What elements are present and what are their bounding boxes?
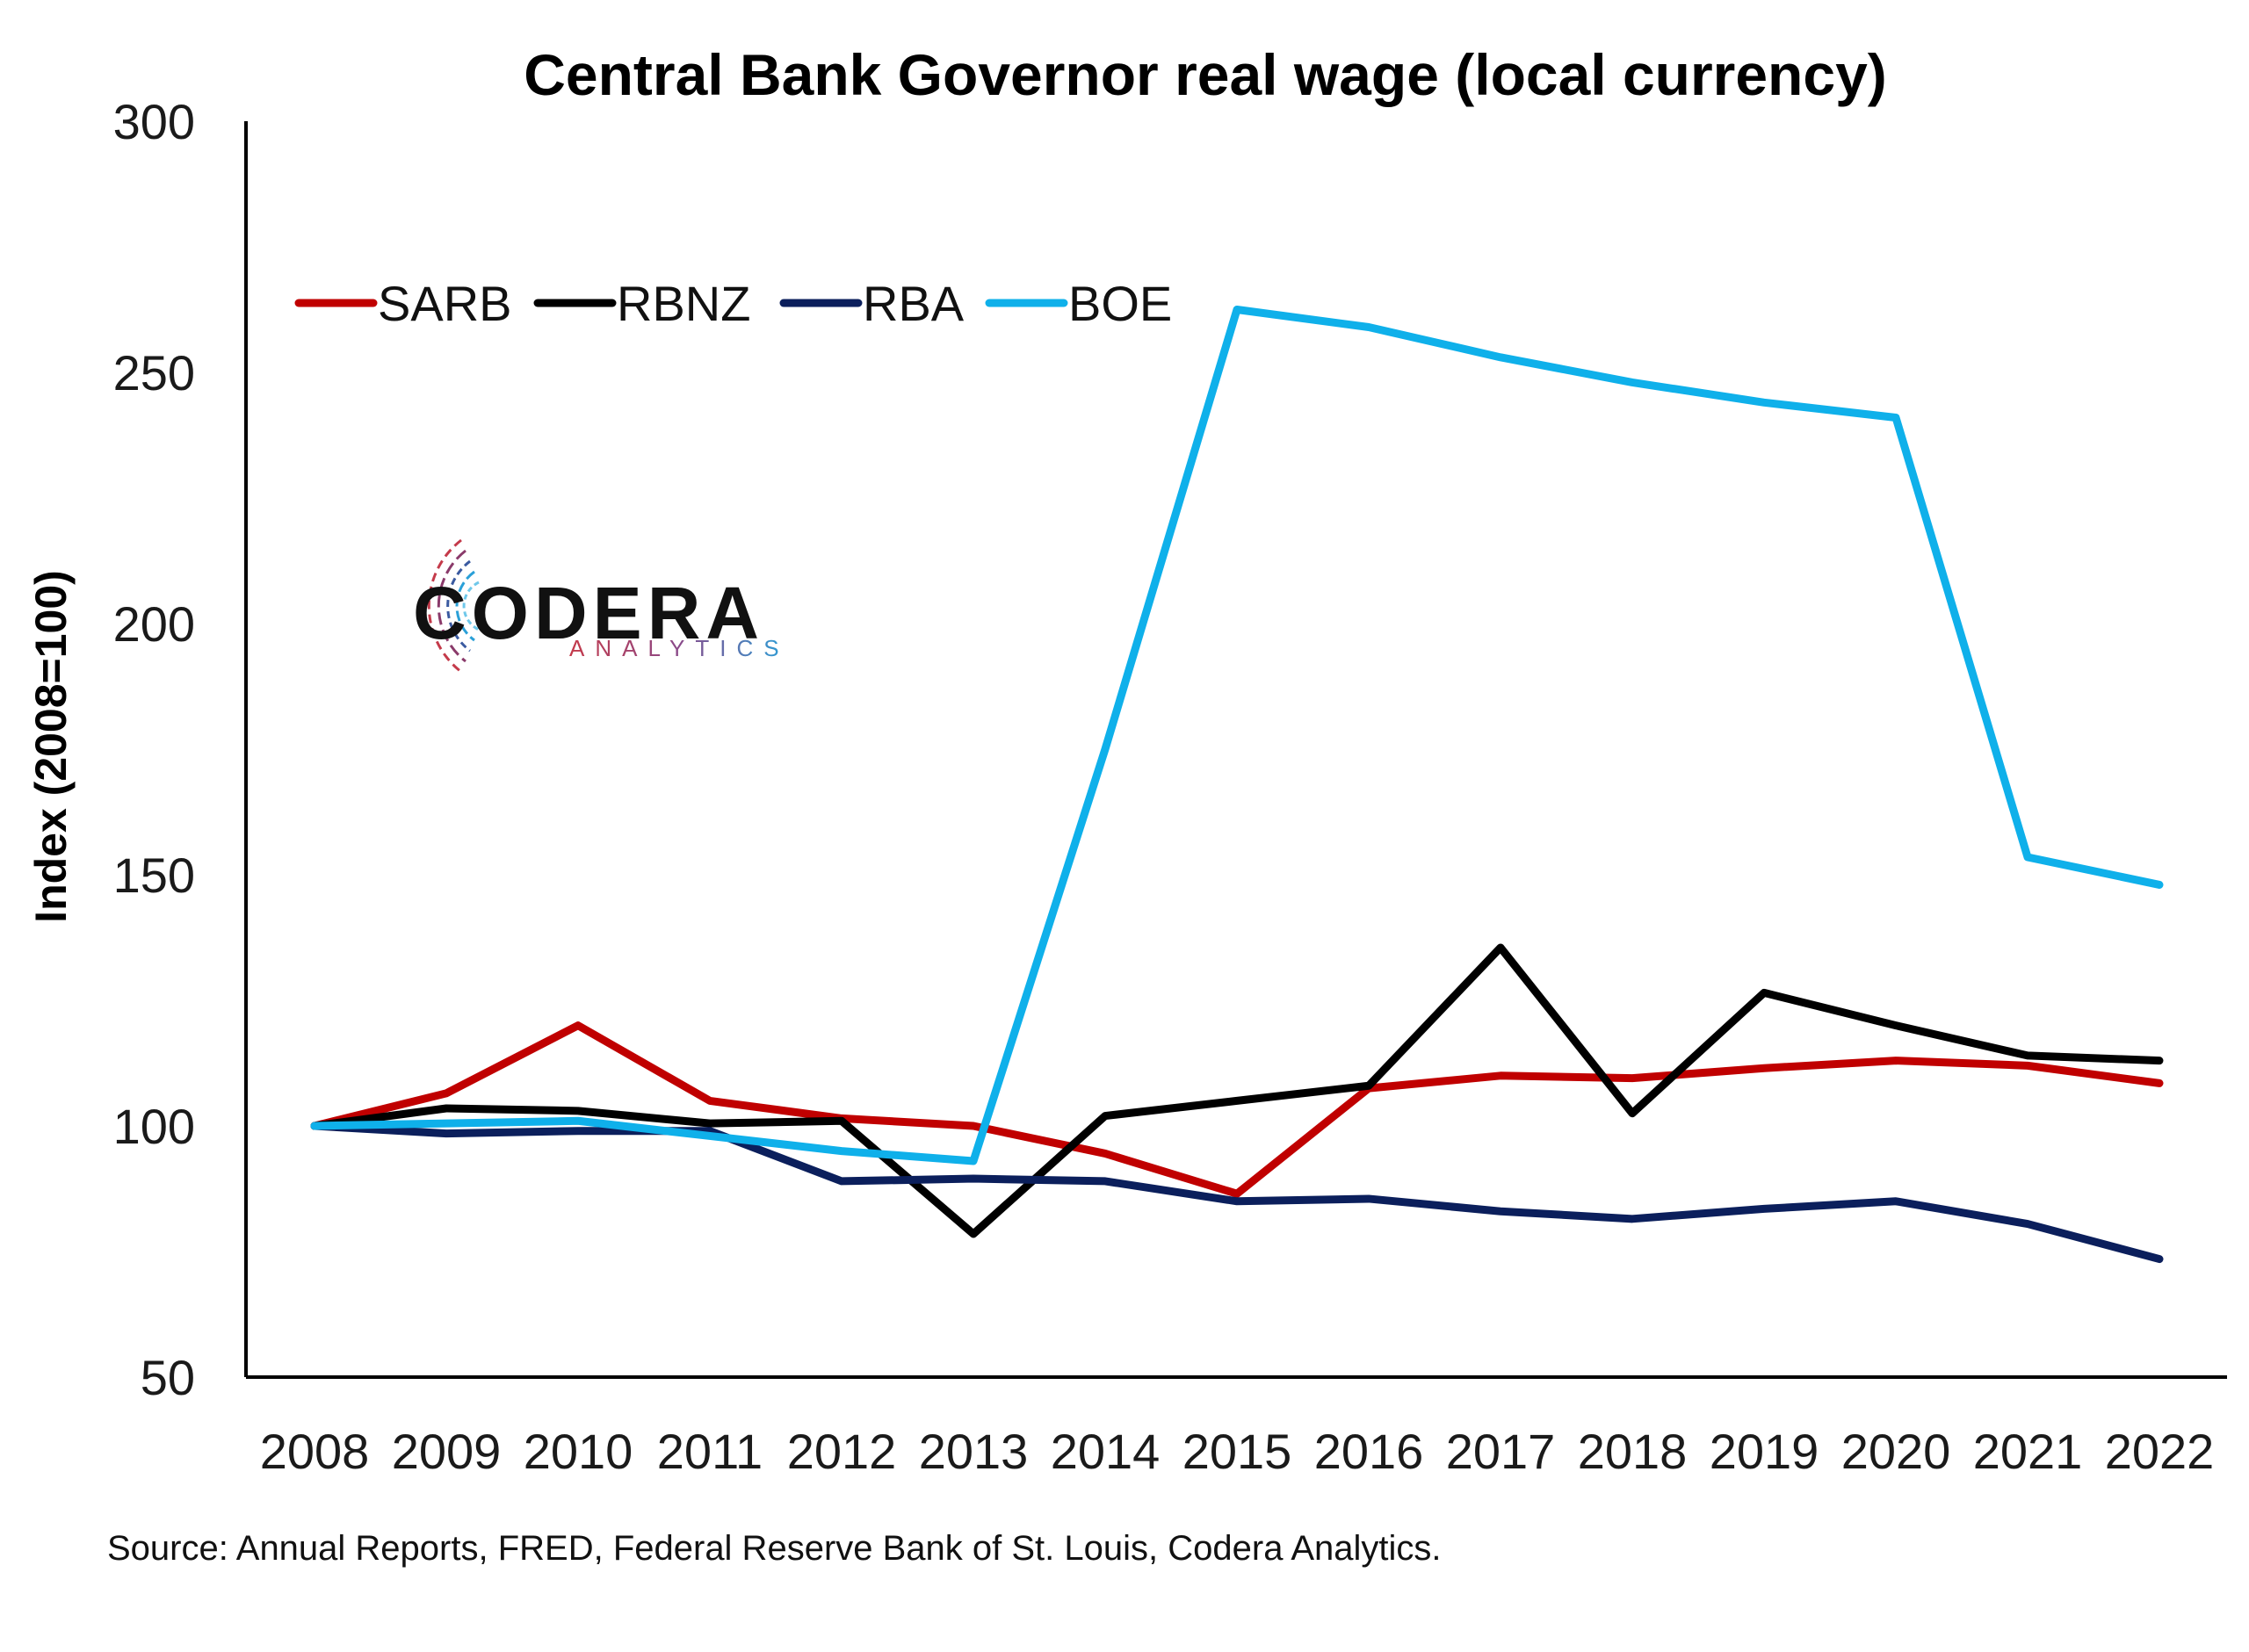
legend-label-boe: BOE [1068, 276, 1172, 331]
y-tick-label: 200 [113, 596, 195, 652]
x-tick-label: 2008 [260, 1424, 370, 1479]
legend-label-rbnz: RBNZ [617, 276, 750, 331]
chart-title: Central Bank Governor real wage (local c… [524, 42, 1887, 107]
logo-sub-text: ANALYTICS [569, 635, 790, 661]
y-tick-label: 100 [113, 1099, 195, 1154]
series-line-rbnz [310, 943, 2164, 1238]
series-line-boe [310, 306, 2164, 1165]
x-tick-label: 2014 [1051, 1424, 1161, 1479]
x-tick-label: 2022 [2105, 1424, 2215, 1479]
y-axis-label: Index (2008=100) [26, 570, 76, 923]
logo-main-text: CODERA [413, 572, 764, 654]
x-tick-label: 2021 [1973, 1424, 2083, 1479]
codera-logo: CODERA ANALYTICS [413, 538, 790, 674]
series-line-rba [310, 1122, 2164, 1264]
y-tick-label: 300 [113, 94, 195, 149]
x-tick-label: 2018 [1578, 1424, 1688, 1479]
x-tick-label: 2009 [392, 1424, 502, 1479]
series-lines [310, 306, 2164, 1264]
y-tick-label: 250 [113, 345, 195, 400]
x-tick-label: 2019 [1710, 1424, 1819, 1479]
x-tick-label: 2011 [657, 1424, 763, 1479]
legend-label-sarb: SARB [378, 276, 512, 331]
x-tick-label: 2012 [787, 1424, 897, 1479]
x-tick-label: 2016 [1314, 1424, 1424, 1479]
logo-arc-icon [427, 538, 480, 674]
x-tick-label: 2015 [1182, 1424, 1292, 1479]
legend-label-rba: RBA [863, 276, 965, 331]
legend: SARB RBNZ RBA BOE [294, 276, 1172, 331]
series-line-sarb [310, 1021, 2164, 1198]
source-note: Source: Annual Reports, FRED, Federal Re… [107, 1529, 1442, 1568]
x-tick-label: 2017 [1446, 1424, 1556, 1479]
x-tick-label: 2010 [524, 1424, 633, 1479]
y-tick-label: 150 [113, 848, 195, 903]
x-tick-label: 2013 [919, 1424, 1029, 1479]
y-axis-ticks: 50 100 150 200 250 300 [113, 94, 195, 1405]
y-tick-label: 50 [141, 1350, 195, 1405]
x-tick-label: 2020 [1841, 1424, 1951, 1479]
x-axis-ticks: 2008 2009 2010 2011 2012 2013 2014 2015 2016 2017… [260, 1424, 2215, 1479]
